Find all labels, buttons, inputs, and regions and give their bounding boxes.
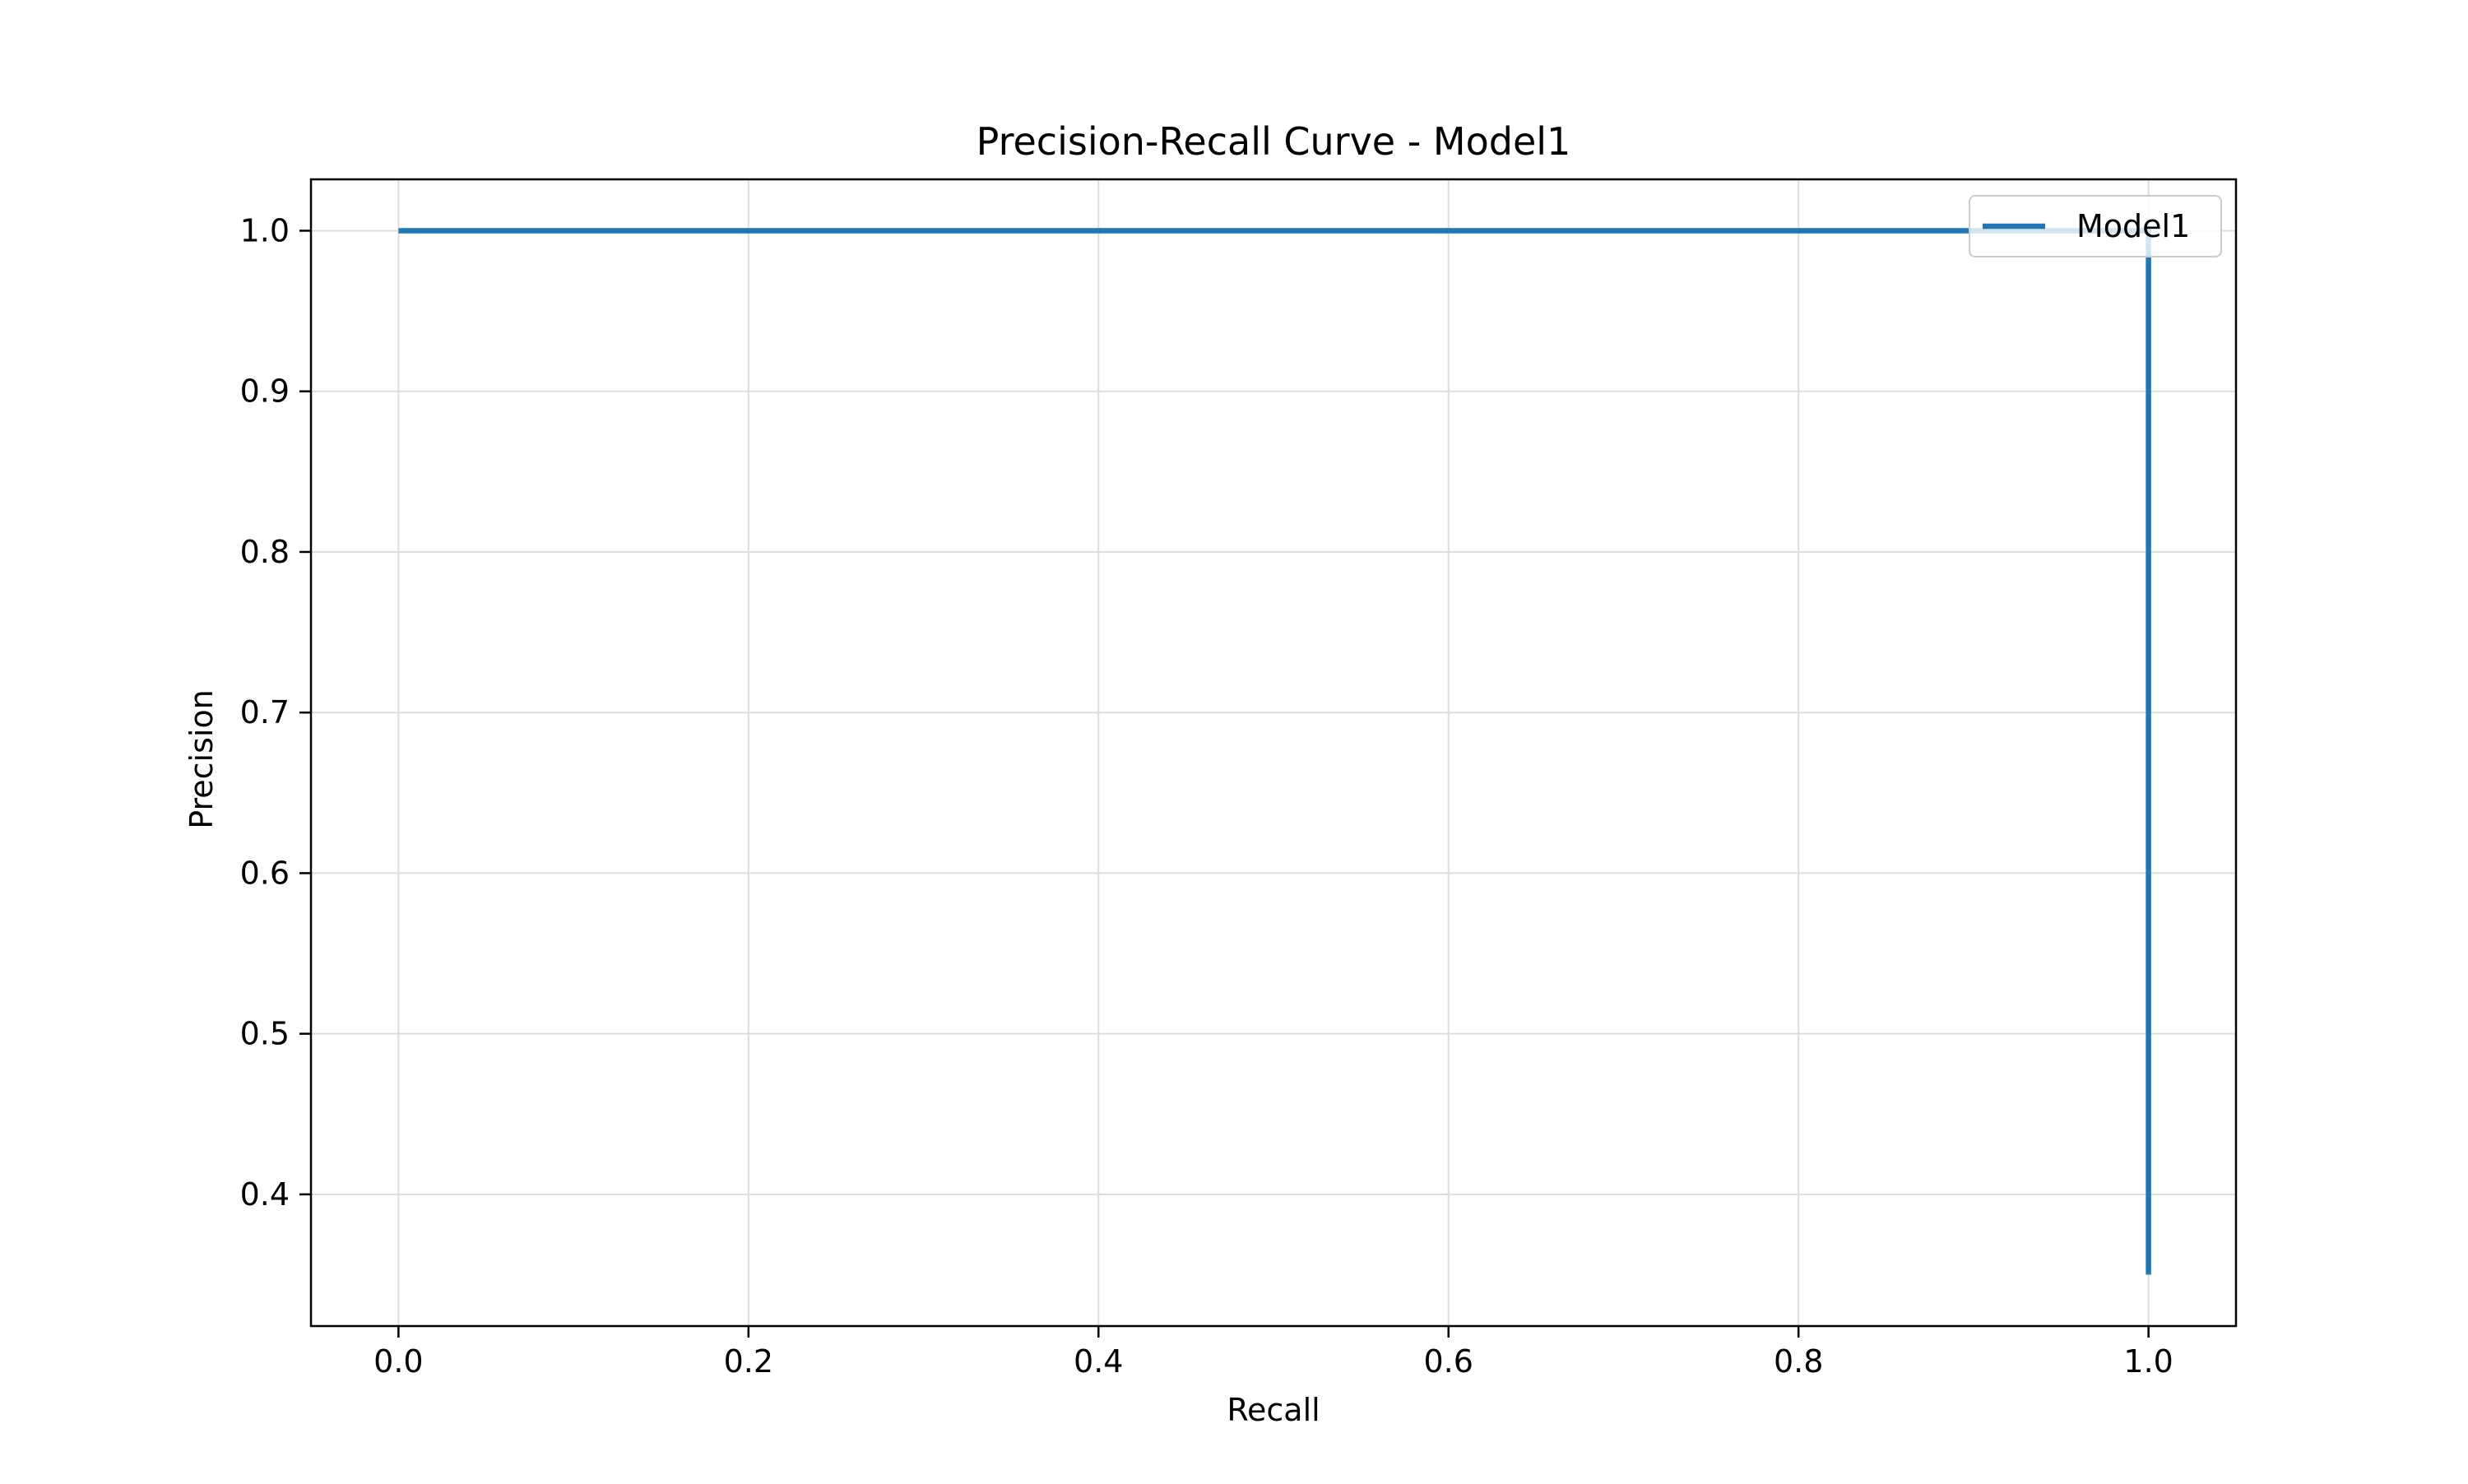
- x-axis-label: Recall: [1227, 1392, 1320, 1428]
- chart-title: Precision-Recall Curve - Model1: [977, 119, 1571, 164]
- y-tick-label: 0.5: [240, 1016, 290, 1052]
- legend-label: Model1: [2076, 208, 2190, 244]
- axes-frame: [309, 178, 2238, 1328]
- legend: Model1: [1969, 195, 2222, 257]
- y-tick-label: 0.8: [240, 534, 290, 570]
- x-tick-label: 1.0: [2123, 1343, 2173, 1380]
- y-tick-label: 0.4: [240, 1176, 290, 1213]
- legend-box: [1969, 195, 2222, 257]
- y-tick-label: 1.0: [240, 212, 290, 248]
- tick-layer: 0.0 0.2 0.4 0.6 0.8 1.0 0.4 0.5 0.6 0.7 0.8 0.9 1.0: [240, 212, 2173, 1380]
- y-tick-label: 0.9: [240, 373, 290, 410]
- grid-lines: [311, 179, 2236, 1326]
- x-tick-label: 0.2: [724, 1343, 773, 1380]
- x-tick-label: 0.0: [373, 1343, 423, 1380]
- y-axis-label: Precision: [183, 689, 220, 829]
- x-tick-label: 0.6: [1424, 1343, 1473, 1380]
- y-tick-label: 0.6: [240, 855, 290, 891]
- y-tick-label: 0.7: [240, 694, 290, 730]
- x-tick-label: 0.8: [1774, 1343, 1823, 1380]
- x-tick-label: 0.4: [1074, 1343, 1123, 1380]
